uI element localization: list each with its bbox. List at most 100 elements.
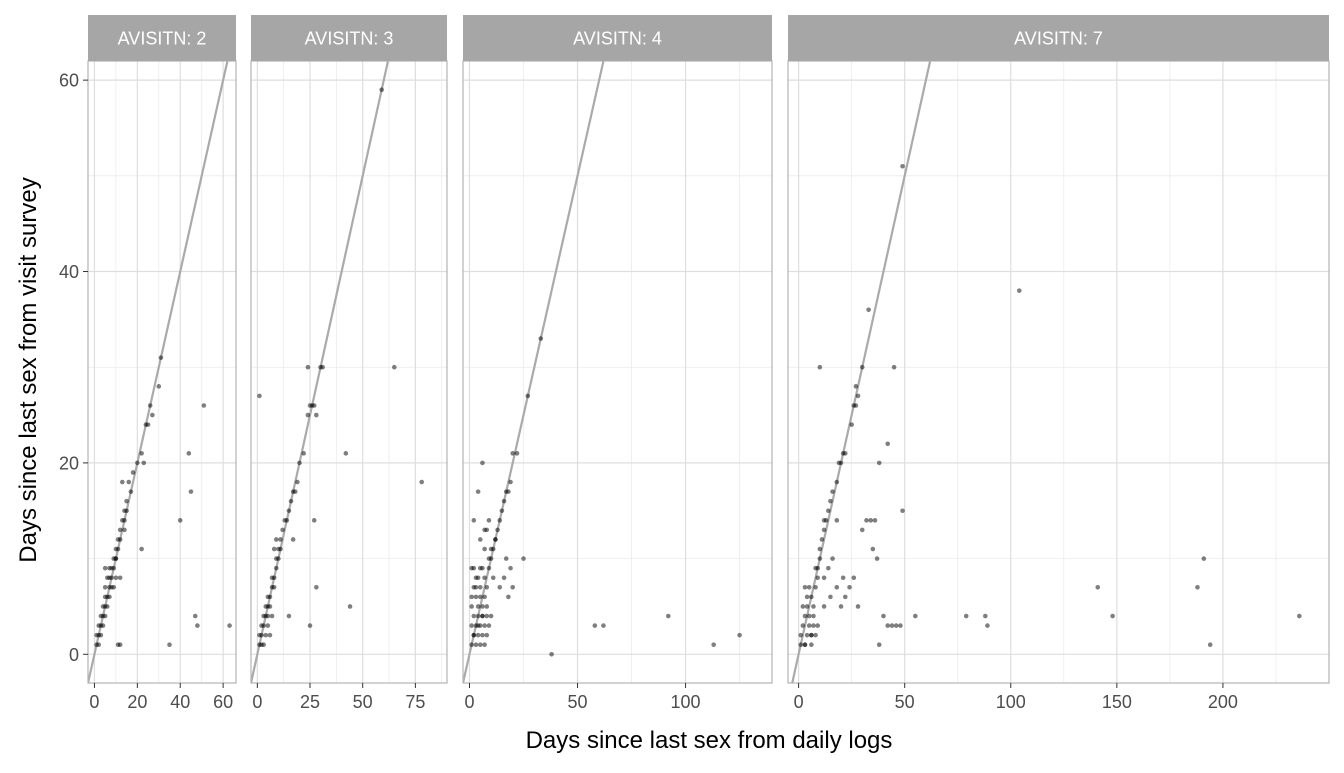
data-point [201,403,207,408]
data-point [122,527,127,533]
data-point [259,642,264,648]
data-point [819,537,825,542]
data-point [307,623,313,628]
x-tick-label: 20 [127,692,147,712]
x-tick-label: 50 [353,692,373,712]
data-point [379,87,384,93]
data-point [273,537,279,542]
data-point [872,518,878,523]
data-point [838,460,844,466]
data-point [490,575,496,581]
data-point [486,518,492,523]
data-point [493,537,498,542]
panel-background [788,61,1329,683]
data-point [288,498,294,504]
data-point [853,384,859,389]
data-point [265,604,271,609]
data-point [286,613,292,619]
data-point [126,479,132,485]
data-point [891,364,897,370]
data-point [898,623,903,628]
data-point [817,546,823,552]
data-point [514,451,520,456]
y-tick-label: 0 [69,645,79,665]
data-point [482,623,487,628]
data-point [798,632,804,638]
data-point [156,384,162,389]
data-point [864,518,869,523]
data-point [592,623,598,628]
data-point [525,393,531,399]
data-point [347,604,353,609]
data-point [811,604,816,609]
data-point [1201,556,1207,561]
data-point [117,642,123,648]
data-point [800,623,806,628]
data-point [859,527,865,533]
data-point [469,594,474,600]
data-point [314,585,319,590]
data-point [158,355,164,360]
data-point [815,623,821,628]
data-point [117,537,123,542]
x-tick-label: 50 [895,692,915,712]
data-point [150,412,155,418]
data-point [141,460,147,466]
data-point [834,585,840,590]
data-point [830,556,835,561]
data-point [128,489,134,494]
data-point [261,623,266,628]
facet-panel-3: AVISITN: 4 0 50 100 [462,15,773,712]
data-point [113,556,119,561]
data-point [419,479,425,485]
data-point [314,412,319,418]
data-point [469,604,474,609]
data-point [473,585,479,590]
data-point [499,508,505,514]
data-point [477,585,483,590]
data-point [497,585,503,590]
data-point [601,623,606,628]
data-point [278,546,283,552]
data-point [821,604,827,609]
y-tick-label: 20 [59,453,79,473]
data-point [301,451,306,456]
data-point [305,364,311,370]
data-point [117,527,123,533]
data-point [802,642,808,648]
data-point [271,575,277,581]
data-point [259,632,264,638]
x-tick-label: 0 [89,692,99,712]
data-point [482,575,487,581]
data-point [122,518,127,523]
data-point [113,575,119,581]
data-point [1207,642,1213,648]
data-point [257,393,262,399]
data-point [823,518,829,523]
data-point [912,613,918,619]
data-point [471,518,477,523]
data-point [486,565,492,571]
data-point [107,594,112,600]
data-point [480,613,485,619]
y-tick-label: 40 [59,262,79,282]
data-point [343,451,349,456]
data-point [866,307,871,313]
data-point [480,460,485,466]
x-tick-label: 0 [794,692,804,712]
facet-strip-label: AVISITN: 7 [1014,29,1103,49]
data-point [475,623,481,628]
data-point [480,604,485,609]
data-point [855,604,861,609]
x-axis-title: Days since last sex from daily logs [526,727,893,754]
data-point [295,479,300,485]
data-point [826,565,831,571]
x-tick-label: 0 [464,692,474,712]
data-point [311,403,317,408]
data-point [120,479,125,485]
data-point [809,594,814,600]
data-point [488,546,494,552]
data-point [192,613,198,619]
data-point [510,585,515,590]
data-point [305,412,311,418]
